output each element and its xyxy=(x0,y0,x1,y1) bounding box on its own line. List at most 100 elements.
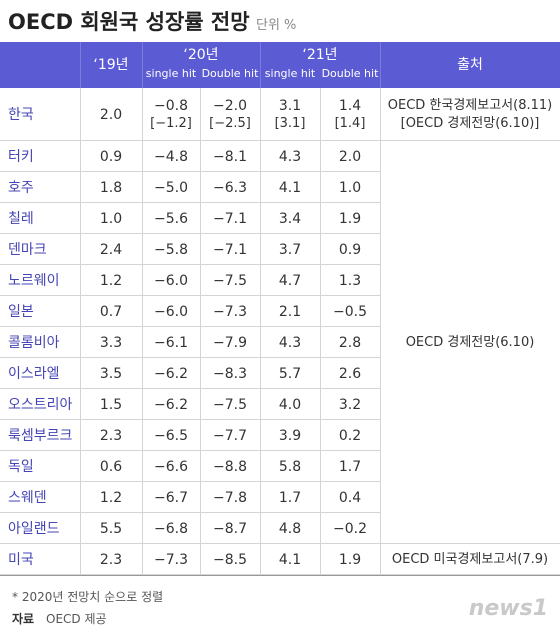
value: −6.8 xyxy=(154,520,188,537)
country-name: 덴마크 xyxy=(8,241,47,258)
value-cell: 1.5 xyxy=(80,389,142,420)
value: 0.9 xyxy=(99,148,123,165)
value-cell: 2.8 xyxy=(320,327,380,358)
row-divider xyxy=(0,233,380,234)
country-name: 룩셈부르크 xyxy=(8,427,73,444)
value: 1.5 xyxy=(99,396,123,413)
value: 1.9 xyxy=(338,210,362,227)
row-divider xyxy=(0,574,380,575)
value: −7.9 xyxy=(213,334,247,351)
value-cell: 1.0 xyxy=(80,203,142,234)
value-cell: −6.3 xyxy=(200,172,260,203)
country-name: 독일 xyxy=(8,458,34,475)
table-bottom xyxy=(0,575,560,576)
source-cell: OECD 미국경제보고서(7.9) xyxy=(380,544,560,575)
value-cell: −6.2 xyxy=(142,358,200,389)
value-cell: 4.1 xyxy=(260,544,320,575)
value-cell: 3.9 xyxy=(260,420,320,451)
country-name: 터키 xyxy=(8,148,34,165)
value: 0.7 xyxy=(99,303,123,320)
column-header: single hit xyxy=(145,67,197,80)
value-cell: 2.6 xyxy=(320,358,380,389)
value-cell: −8.8 xyxy=(200,451,260,482)
value: 4.3 xyxy=(278,148,302,165)
row-divider xyxy=(0,388,380,389)
source-text: OECD 경제전망(6.10) xyxy=(405,334,535,350)
value: −6.7 xyxy=(154,489,188,506)
value: −6.3 xyxy=(213,179,247,196)
value-cell: 1.0 xyxy=(320,172,380,203)
country-name: 노르웨이 xyxy=(8,272,60,289)
value-cell: 2.4 xyxy=(80,234,142,265)
value-cell: −8.1 xyxy=(200,141,260,172)
value: 2.0 xyxy=(99,106,123,123)
value: −0.5 xyxy=(333,303,367,320)
value: −8.7 xyxy=(213,520,247,537)
value: −7.5 xyxy=(213,272,247,289)
value: 2.1 xyxy=(278,303,302,320)
value-cell: 3.5 xyxy=(80,358,142,389)
value-cell: −8.5 xyxy=(200,544,260,575)
value: 0.4 xyxy=(338,489,362,506)
value: −6.2 xyxy=(154,365,188,382)
value: 4.7 xyxy=(278,272,302,289)
source-text: [OECD 경제전망(6.10)] xyxy=(400,115,540,131)
country-name: 아일랜드 xyxy=(8,520,60,537)
value-cell: 0.2 xyxy=(320,420,380,451)
value: −6.2 xyxy=(154,396,188,413)
value: −5.0 xyxy=(154,179,188,196)
value: [−2.5] xyxy=(209,115,251,131)
value-cell: −6.6 xyxy=(142,451,200,482)
value: [3.1] xyxy=(274,115,306,131)
source: OECD 제공 xyxy=(46,612,107,626)
value: 3.1 xyxy=(278,97,302,114)
column-header: 출처 xyxy=(457,57,483,73)
value-cell: 2.3 xyxy=(80,544,142,575)
unit: 단위 % xyxy=(256,18,297,33)
country-name: 스웨덴 xyxy=(8,489,47,506)
value-cell: 1.3 xyxy=(320,265,380,296)
value: 5.5 xyxy=(99,520,123,537)
value: 2.3 xyxy=(99,551,123,568)
value-cell: −0.5 xyxy=(320,296,380,327)
value: −7.3 xyxy=(213,303,247,320)
row-divider xyxy=(0,543,380,544)
value-cell: 0.9 xyxy=(80,141,142,172)
value: −7.7 xyxy=(213,427,247,444)
value: 1.9 xyxy=(338,551,362,568)
value: −7.1 xyxy=(213,210,247,227)
footnote: * 2020년 전망치 순으로 정렬 xyxy=(12,590,164,604)
value: 1.2 xyxy=(99,272,123,289)
value-cell: 4.1 xyxy=(260,172,320,203)
value: 4.3 xyxy=(278,334,302,351)
value-cell: 3.4 xyxy=(260,203,320,234)
value: −0.2 xyxy=(333,520,367,537)
value: 2.6 xyxy=(338,365,362,382)
title: OECD 회원국 성장률 전망 xyxy=(8,10,250,34)
value: −7.3 xyxy=(154,551,188,568)
value-cell: 4.8 xyxy=(260,513,320,544)
value: 4.1 xyxy=(278,179,302,196)
value-cell: −5.0 xyxy=(142,172,200,203)
row-divider xyxy=(0,357,380,358)
value-cell: 2.1 xyxy=(260,296,320,327)
value-cell: −0.2 xyxy=(320,513,380,544)
value-cell: 1.8 xyxy=(80,172,142,203)
value: 2.8 xyxy=(338,334,362,351)
value: 1.0 xyxy=(99,210,123,227)
country-name: 콜롬비아 xyxy=(8,334,60,351)
value: −8.8 xyxy=(213,458,247,475)
country-name: 한국 xyxy=(8,106,34,123)
value: 3.7 xyxy=(278,241,302,258)
value-cell: −6.0 xyxy=(142,296,200,327)
value-cell: −4.8 xyxy=(142,141,200,172)
value: −8.5 xyxy=(213,551,247,568)
source-cell: OECD 경제전망(6.10) xyxy=(380,141,560,544)
value: −2.0 xyxy=(213,97,247,114)
value: −6.5 xyxy=(154,427,188,444)
value: −7.1 xyxy=(213,241,247,258)
value-cell: 4.3 xyxy=(260,141,320,172)
column-header: Double hit xyxy=(201,67,259,80)
value: [1.4] xyxy=(334,115,366,131)
value-cell: −6.2 xyxy=(142,389,200,420)
